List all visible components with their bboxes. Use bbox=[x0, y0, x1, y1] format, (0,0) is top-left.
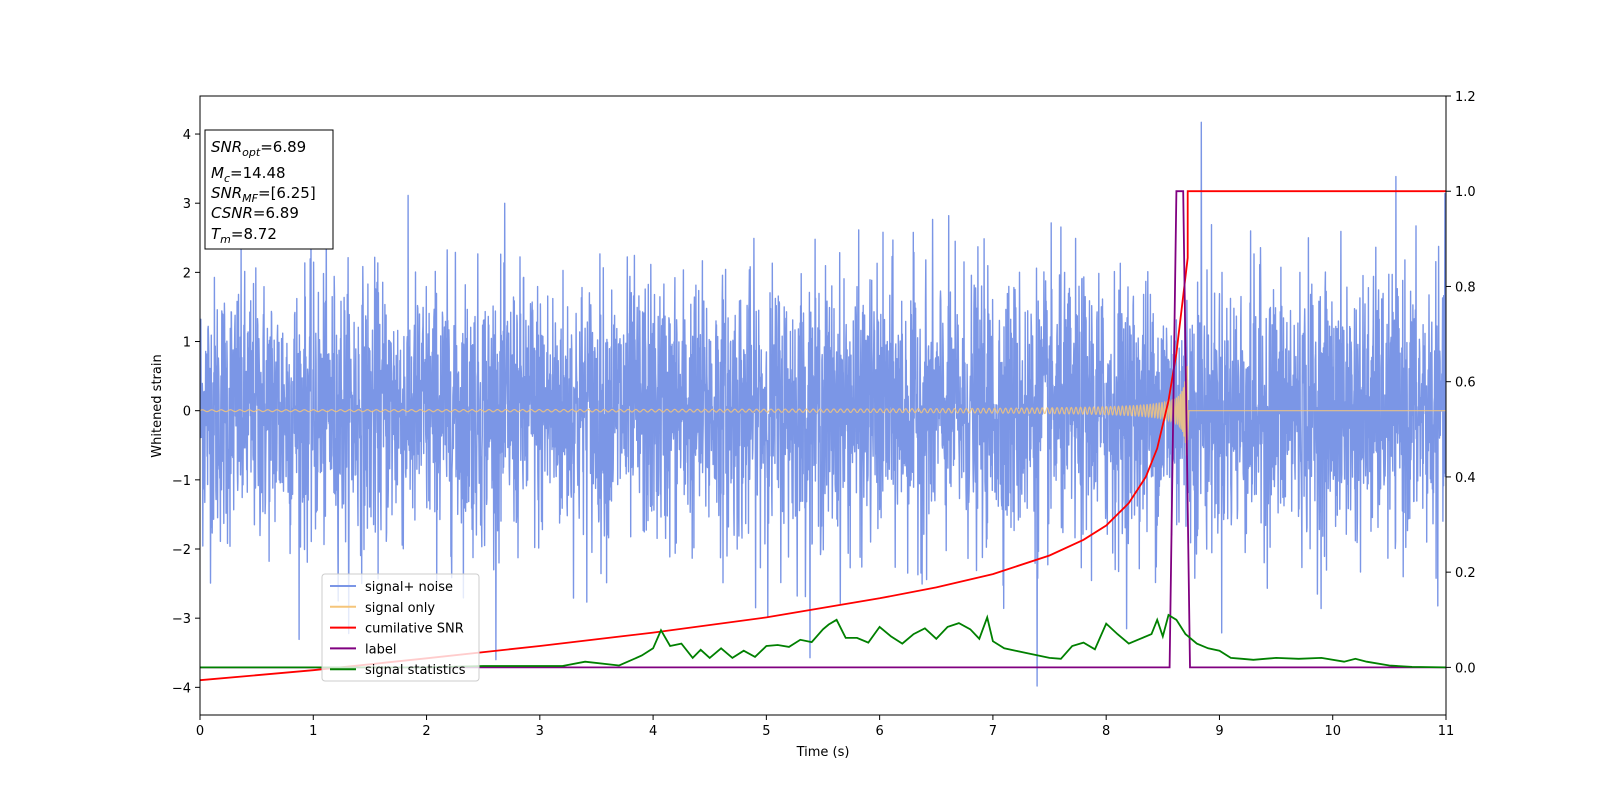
info-line-3-value: =6.89 bbox=[253, 204, 299, 222]
info-line-1-value: =14.48 bbox=[230, 164, 286, 182]
legend-frame bbox=[321, 573, 480, 682]
legend-label-0: signal+ noise bbox=[365, 580, 453, 595]
series-signal-statistics-line bbox=[200, 613, 1446, 669]
y2-tick-label-0: 0.0 bbox=[1455, 661, 1476, 676]
y-tick-label-7: 3 bbox=[183, 197, 191, 212]
series-layer bbox=[200, 121, 1446, 687]
x-tick-label-6: 6 bbox=[875, 724, 883, 739]
info-line-2-symbol: SNR bbox=[211, 184, 242, 202]
y-axis-left: −4 −3 −2 −1 0 1 2 3 4 bbox=[172, 128, 200, 696]
info-line-4-subscript: m bbox=[220, 233, 231, 246]
legend: signal+ noise signal only cumilative SNR la… bbox=[321, 573, 480, 682]
y2-tick-label-3: 0.6 bbox=[1455, 376, 1476, 391]
y2-tick-label-1: 0.2 bbox=[1455, 566, 1476, 581]
x-tick-label-8: 8 bbox=[1102, 724, 1110, 739]
y2-tick-label-6: 1.2 bbox=[1455, 90, 1476, 105]
y-tick-label-2: −2 bbox=[172, 543, 191, 558]
x-tick-label-9: 9 bbox=[1215, 724, 1223, 739]
info-line-1-subscript: c bbox=[224, 172, 230, 185]
y2-tick-label-4: 0.8 bbox=[1455, 280, 1476, 295]
x-tick-label-5: 5 bbox=[762, 724, 770, 739]
plot-frame bbox=[199, 95, 1447, 716]
info-line-4: Tm=8.72 bbox=[211, 225, 277, 246]
info-line-4-value: =8.72 bbox=[231, 225, 277, 243]
series-cumilative-snr-line bbox=[200, 190, 1446, 682]
series-label-line bbox=[200, 190, 1446, 669]
x-tick-label-7: 7 bbox=[989, 724, 997, 739]
info-line-3-symbol: CSNR bbox=[211, 204, 253, 222]
info-line-4-symbol: T bbox=[211, 225, 222, 243]
x-tick-label-4: 4 bbox=[649, 724, 657, 739]
y2-tick-label-5: 1.0 bbox=[1455, 185, 1476, 200]
x-axis-label: Time (s) bbox=[796, 745, 850, 760]
info-line-1: Mc=14.48 bbox=[211, 164, 286, 185]
info-line-3: CSNR=6.89 bbox=[211, 204, 299, 222]
y-axis-right: 0.0 0.2 0.4 0.6 0.8 1.0 1.2 bbox=[1446, 90, 1476, 676]
legend-label-2: cumilative SNR bbox=[365, 622, 464, 637]
info-line-2-subscript: MF bbox=[242, 192, 258, 205]
y-tick-label-0: −4 bbox=[172, 681, 191, 696]
info-line-2: SNRMF=[6.25] bbox=[211, 184, 316, 205]
y-tick-label-6: 2 bbox=[183, 266, 191, 281]
y-tick-label-5: 1 bbox=[183, 336, 191, 351]
x-tick-label-2: 2 bbox=[422, 724, 430, 739]
info-box-frame bbox=[204, 129, 334, 250]
legend-label-3: label bbox=[365, 642, 396, 657]
x-tick-label-0: 0 bbox=[196, 724, 204, 739]
info-line-0: SNRopt=6.89 bbox=[211, 138, 306, 159]
legend-label-1: signal only bbox=[365, 601, 435, 616]
x-tick-label-11: 11 bbox=[1438, 724, 1455, 739]
info-line-0-value: =6.89 bbox=[260, 138, 306, 156]
series-signal-only-line bbox=[200, 365, 1446, 456]
legend-label-4: signal statistics bbox=[365, 663, 466, 678]
y2-tick-label-2: 0.4 bbox=[1455, 471, 1476, 486]
x-tick-label-3: 3 bbox=[536, 724, 544, 739]
info-line-0-subscript: opt bbox=[242, 146, 261, 159]
y-tick-label-1: −3 bbox=[172, 612, 191, 627]
y-tick-label-3: −1 bbox=[172, 474, 191, 489]
y-tick-label-4: 0 bbox=[183, 405, 191, 420]
y-axis-label: Whitened strain bbox=[150, 354, 165, 457]
info-line-0-symbol: SNR bbox=[211, 138, 242, 156]
info-annotation-box: SNRopt=6.89Mc=14.48SNRMF=[6.25]CSNR=6.89… bbox=[204, 129, 334, 250]
y-tick-label-8: 4 bbox=[183, 128, 191, 143]
x-tick-label-10: 10 bbox=[1324, 724, 1341, 739]
x-tick-label-1: 1 bbox=[309, 724, 317, 739]
info-line-1-symbol: M bbox=[211, 164, 224, 182]
x-axis: 0 1 2 3 4 5 6 7 8 9 10 11 bbox=[196, 715, 1454, 739]
info-line-2-value: =[6.25] bbox=[258, 184, 316, 202]
